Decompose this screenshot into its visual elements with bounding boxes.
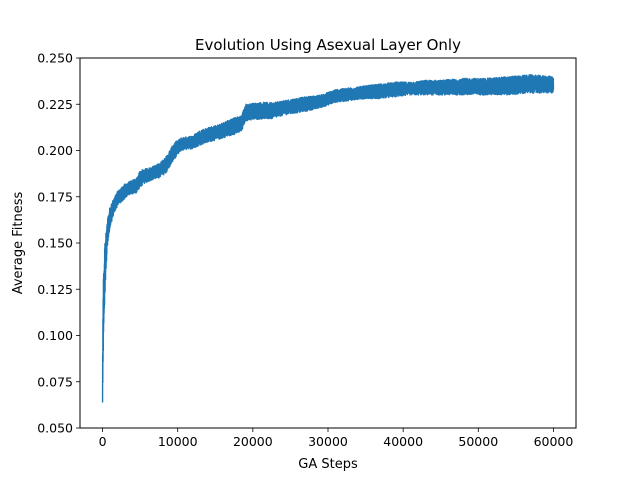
y-tick-label: 0.200: [37, 143, 73, 158]
series-line: [101, 74, 555, 403]
chart-title: Evolution Using Asexual Layer Only: [195, 36, 461, 54]
y-axis: 0.050 0.075 0.100 0.125 0.150 0.175 0.200 0.225…: [37, 51, 80, 436]
x-axis-label: GA Steps: [298, 457, 358, 472]
x-tick-label: 40000: [383, 434, 423, 449]
y-axis-label: Average Fitness: [11, 192, 26, 295]
x-tick-label: 30000: [308, 434, 348, 449]
y-tick-label: 0.250: [37, 51, 73, 66]
plot-area: [101, 74, 555, 403]
x-axis: 0 10000 20000 30000 40000 50000 60000: [99, 428, 574, 449]
x-tick-label: 20000: [233, 434, 273, 449]
plot-frame: [79, 57, 577, 429]
x-tick-label: 10000: [158, 434, 198, 449]
y-tick-label: 0.175: [37, 189, 73, 204]
x-tick-label: 0: [99, 434, 107, 449]
y-tick-label: 0.225: [37, 97, 73, 112]
x-tick-label: 50000: [458, 434, 498, 449]
x-tick-label: 60000: [534, 434, 574, 449]
y-tick-label: 0.100: [37, 328, 73, 343]
y-tick-label: 0.125: [37, 282, 73, 297]
y-tick-label: 0.050: [37, 421, 73, 436]
y-tick-label: 0.150: [37, 236, 73, 251]
y-tick-label: 0.075: [37, 374, 73, 389]
